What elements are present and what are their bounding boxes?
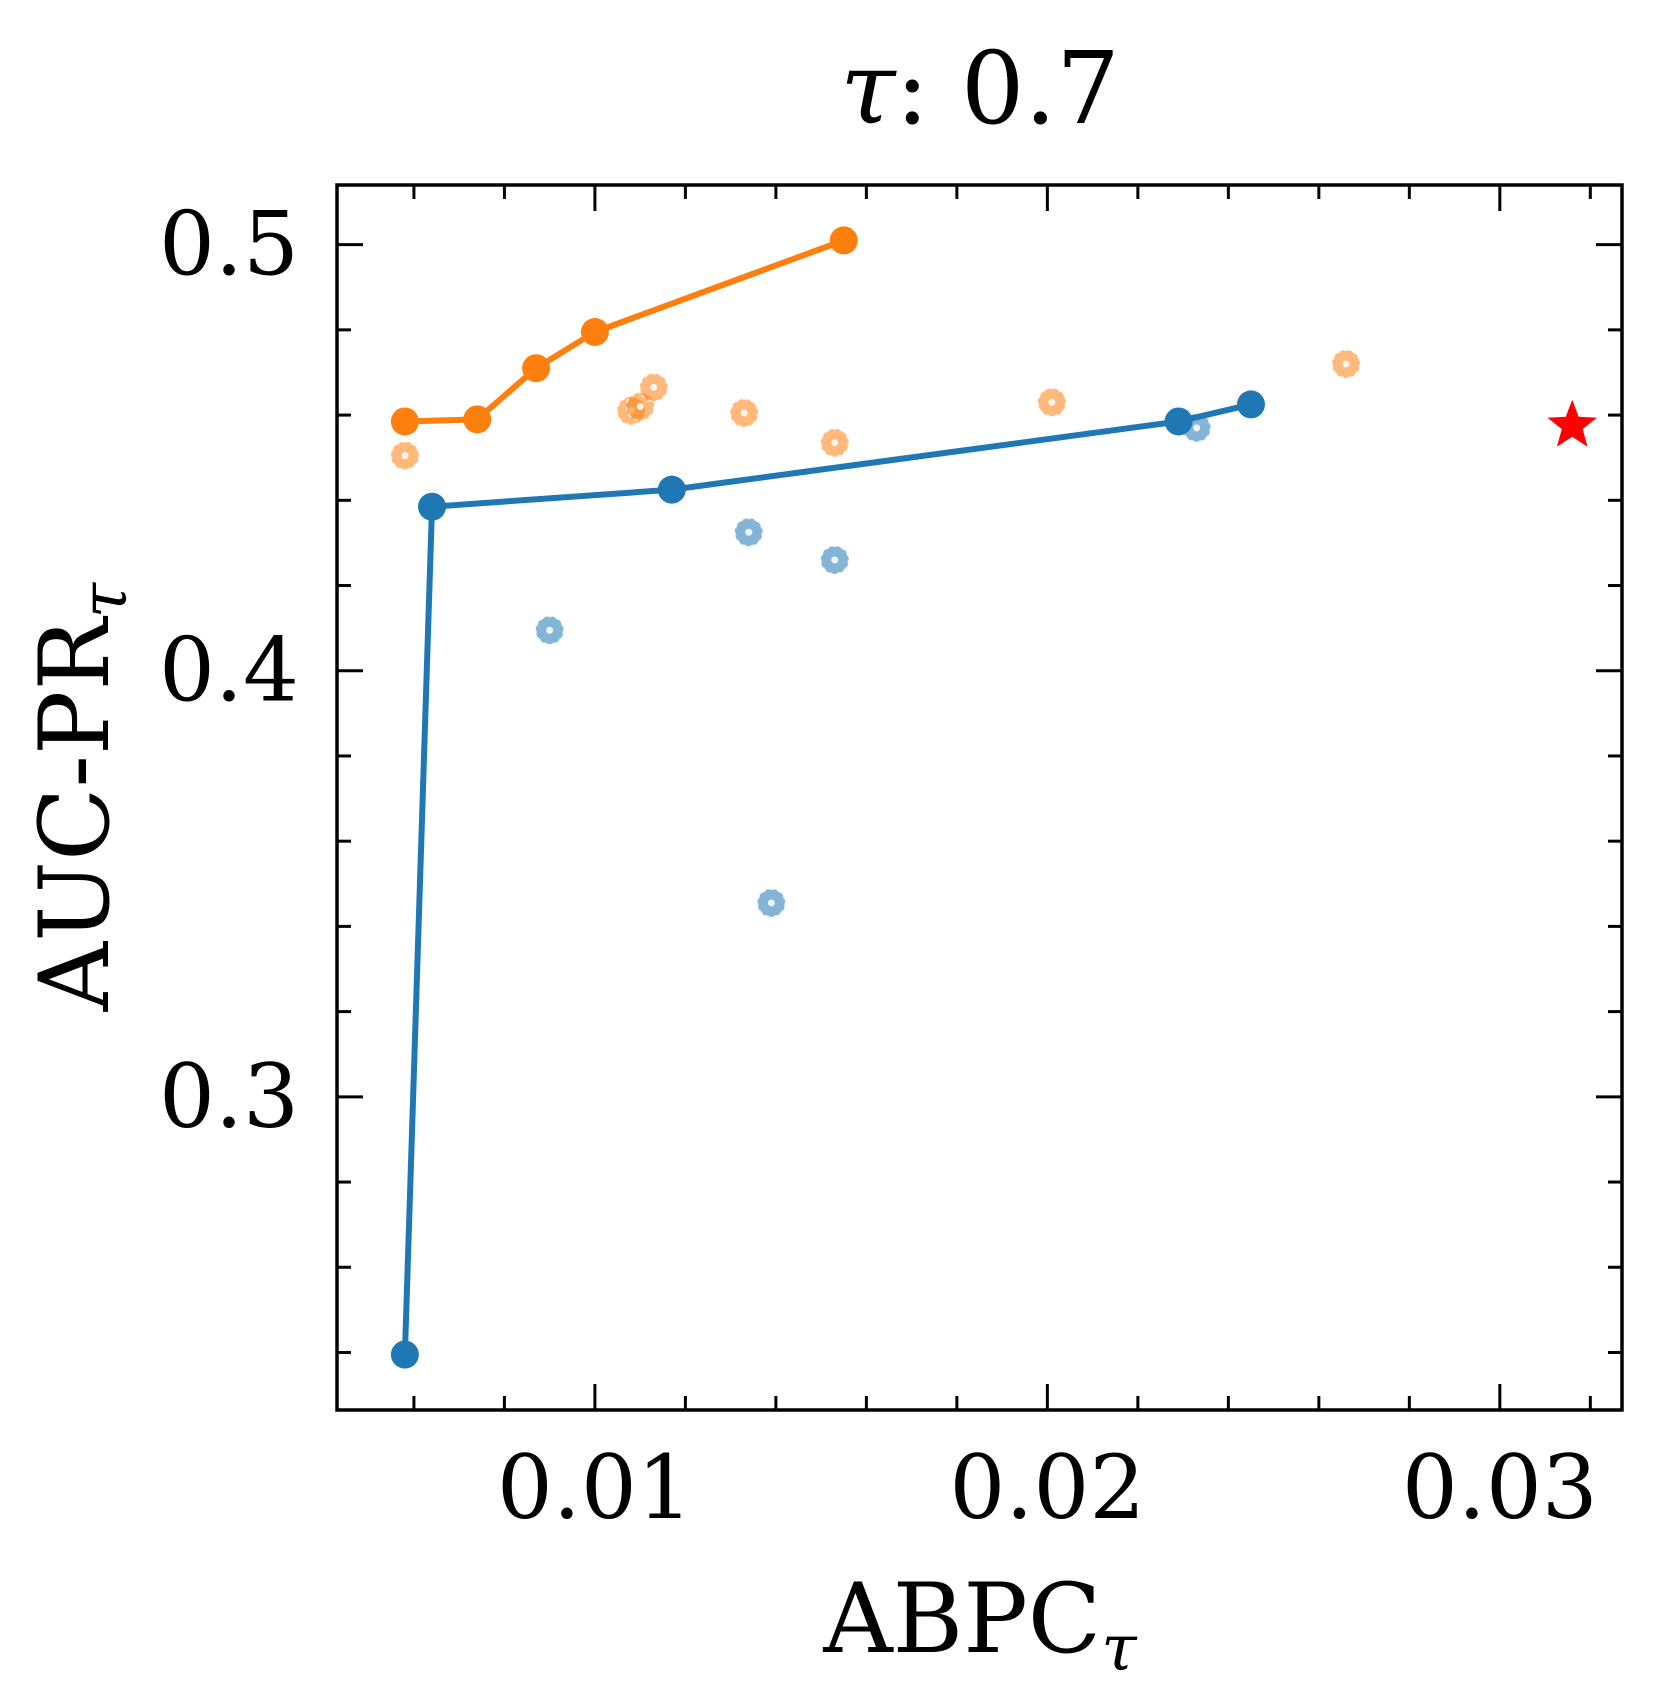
x-tick-label: 0.02 <box>949 1436 1145 1539</box>
reference-star-marker <box>1547 399 1597 447</box>
y-tick-label: 0.4 <box>159 619 299 722</box>
y-axis-label: AUC-PRτ <box>19 581 142 1012</box>
orange-points-point-ring <box>625 391 656 422</box>
chart-title-rest: : 0.7 <box>895 30 1120 147</box>
y-tick-label: 0.5 <box>159 193 299 296</box>
orange-points-point-dot <box>401 452 409 460</box>
orange-points-point-dot <box>650 383 658 391</box>
orange-points-point-ring <box>819 427 850 458</box>
orange-points-point-dot <box>1048 398 1056 406</box>
blue-frontier-marker <box>657 475 686 504</box>
orange-points-point-ring <box>638 372 669 403</box>
chart-title: τ: 0.7 <box>840 30 1120 147</box>
orange-points-point-dot <box>1342 360 1350 368</box>
orange-frontier-line <box>401 237 847 425</box>
orange-frontier-marker <box>580 318 609 346</box>
blue-frontier-marker <box>1236 390 1265 419</box>
y-tick-label: 0.3 <box>159 1045 299 1148</box>
orange-points-point-dot <box>831 439 839 447</box>
orange-points-point-ring <box>729 397 760 428</box>
chart-title-symbol: τ <box>840 30 897 147</box>
x-tick-label: 0.03 <box>1402 1436 1598 1539</box>
blue-frontier-marker <box>418 492 447 521</box>
orange-points-point-dot <box>740 409 748 417</box>
x-tick-label: 0.01 <box>497 1436 693 1539</box>
x-axis-label: ABPCτ <box>822 1563 1138 1686</box>
orange-frontier-marker <box>522 354 551 383</box>
ticks-layer <box>337 185 1622 1410</box>
blue-points-point-ring <box>733 517 764 548</box>
x-axis-label-sub: τ <box>1101 1612 1138 1686</box>
blue-points-point-dot <box>767 899 775 907</box>
orange-points-point-ring <box>1036 387 1067 418</box>
orange-points-point-ring <box>1330 348 1361 379</box>
orange-points-point-dot <box>636 403 644 411</box>
blue-points-point-dot <box>546 626 554 634</box>
tick-labels-layer: 0.01 0.02 0.03 0.3 0.4 0.5 <box>159 193 1598 1539</box>
blue-points-point-dot <box>1193 424 1201 432</box>
blue-points-point-dot <box>831 556 839 564</box>
blue-points-point-ring <box>819 544 850 575</box>
orange-points-point-ring <box>389 440 420 471</box>
y-axis-label-sub: τ <box>68 581 142 618</box>
series-layer <box>389 226 1597 1369</box>
orange-frontier-marker <box>463 405 492 434</box>
orange-frontier-marker <box>829 226 858 255</box>
blue-points-point-dot <box>745 528 753 536</box>
orange-frontier-marker <box>390 407 419 436</box>
blue-points-point-ring <box>534 615 565 646</box>
blue-frontier-marker <box>1164 407 1193 436</box>
x-axis-label-main: ABPC <box>822 1563 1101 1675</box>
blue-frontier-marker <box>390 1340 419 1369</box>
blue-points-point-ring <box>756 887 787 918</box>
y-axis-label-main: AUC-PR <box>19 615 131 1012</box>
plot-frame <box>335 183 1624 1412</box>
